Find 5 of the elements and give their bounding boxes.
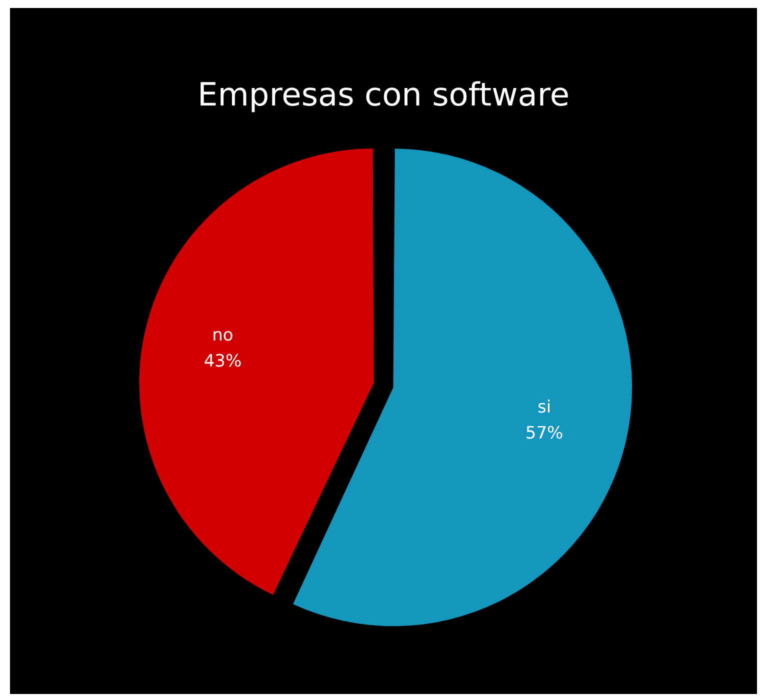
slice-label: no [212,326,234,346]
data-label: 57% [525,424,564,444]
slice-label: si [537,398,552,418]
chart-title: Empresas con software [197,76,570,114]
data-label: 43% [204,352,242,372]
